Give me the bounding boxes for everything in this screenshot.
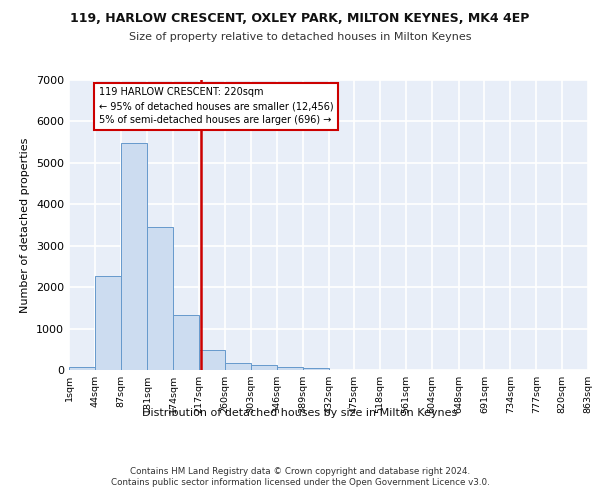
Bar xyxy=(225,363,251,370)
Bar xyxy=(69,367,95,370)
Text: Contains HM Land Registry data © Crown copyright and database right 2024.
Contai: Contains HM Land Registry data © Crown c… xyxy=(110,468,490,487)
Bar xyxy=(121,143,147,370)
Bar xyxy=(173,316,199,370)
Text: Distribution of detached houses by size in Milton Keynes: Distribution of detached houses by size … xyxy=(142,408,458,418)
Bar xyxy=(147,227,173,370)
Text: 119, HARLOW CRESCENT, OXLEY PARK, MILTON KEYNES, MK4 4EP: 119, HARLOW CRESCENT, OXLEY PARK, MILTON… xyxy=(70,12,530,26)
Bar xyxy=(199,350,225,370)
Text: 119 HARLOW CRESCENT: 220sqm
← 95% of detached houses are smaller (12,456)
5% of : 119 HARLOW CRESCENT: 220sqm ← 95% of det… xyxy=(98,88,333,126)
Bar xyxy=(277,367,302,370)
Text: Size of property relative to detached houses in Milton Keynes: Size of property relative to detached ho… xyxy=(129,32,471,42)
Bar xyxy=(251,366,277,370)
Y-axis label: Number of detached properties: Number of detached properties xyxy=(20,138,31,312)
Bar xyxy=(302,368,329,370)
Bar xyxy=(95,276,121,370)
